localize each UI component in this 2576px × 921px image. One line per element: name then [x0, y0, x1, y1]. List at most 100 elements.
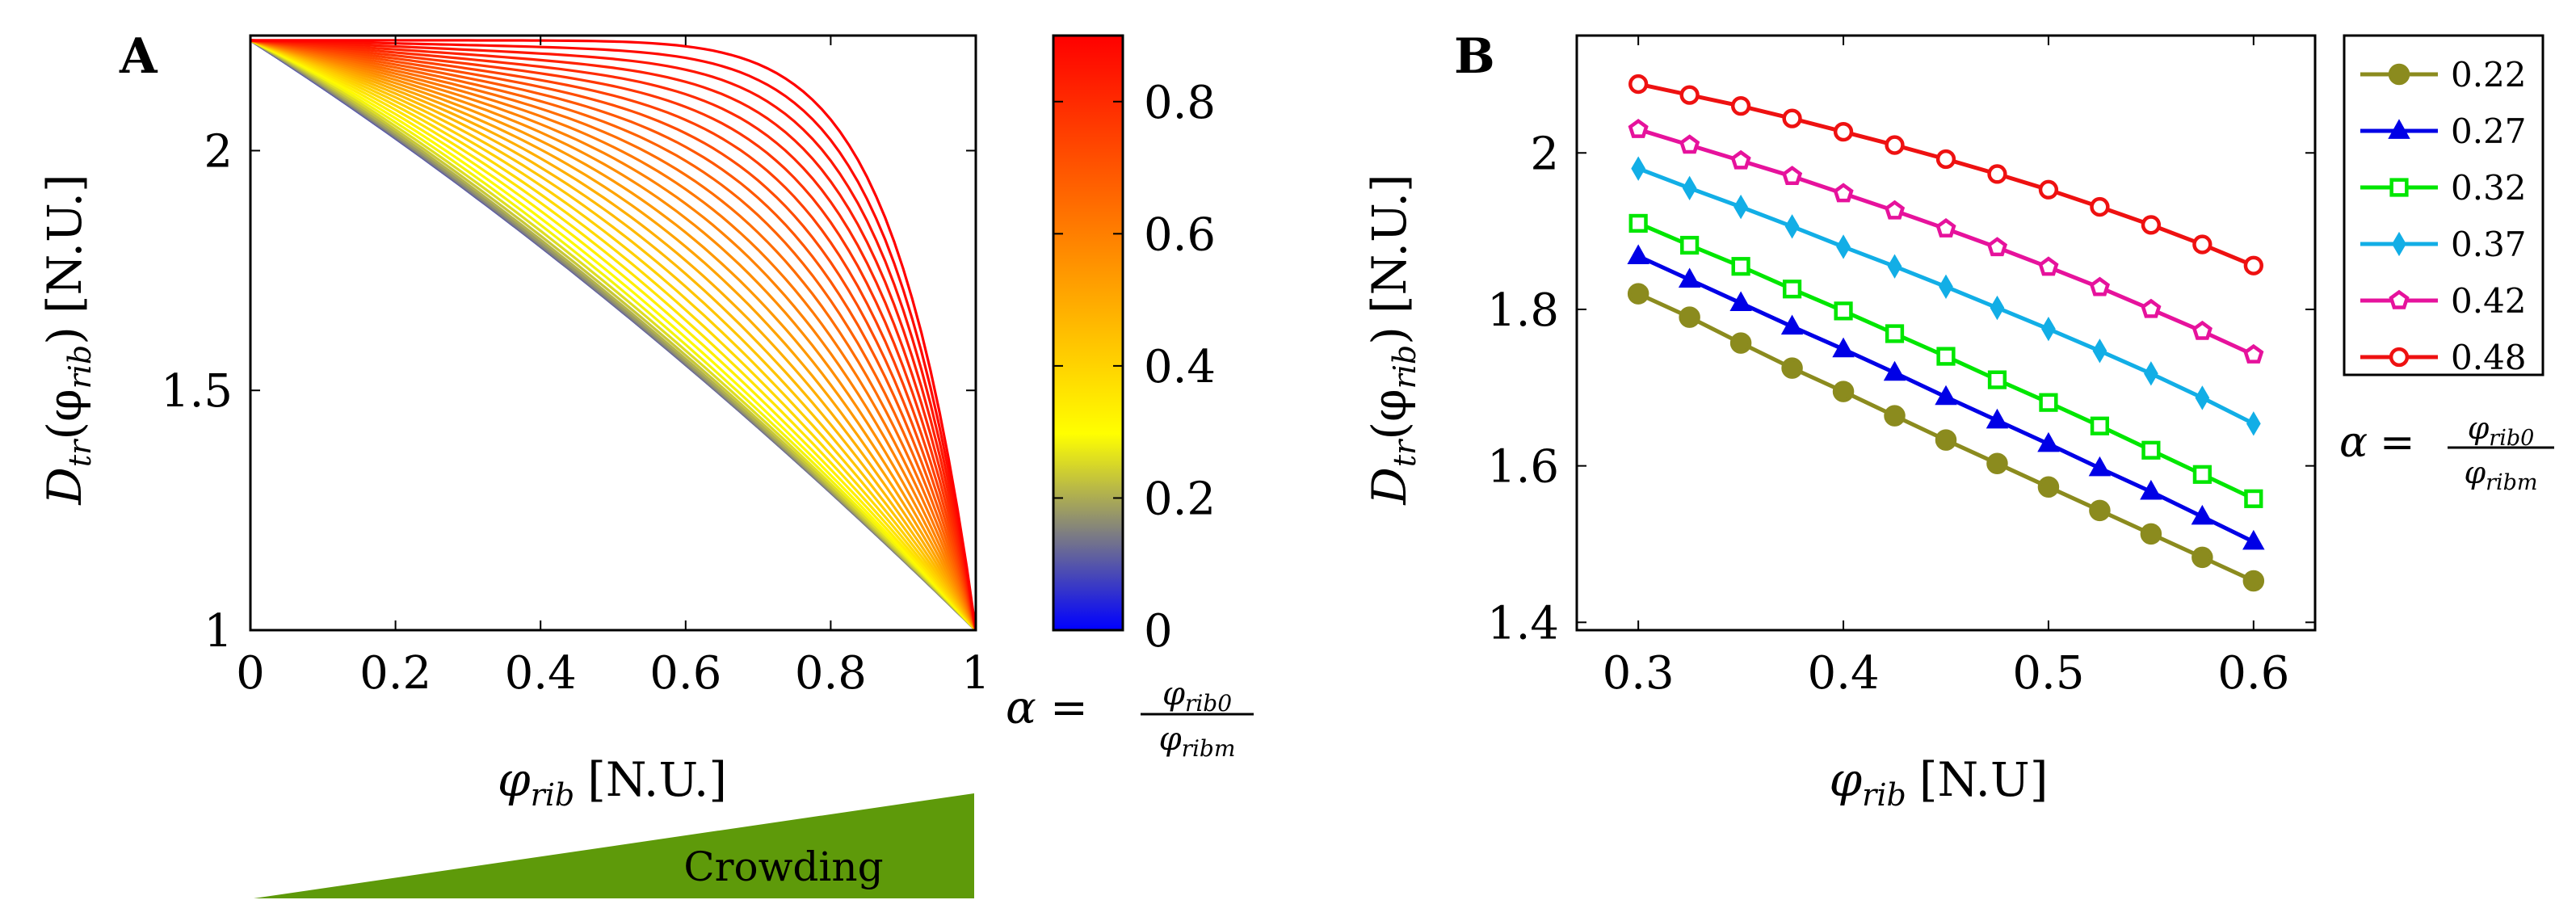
- panel-a-curve: [250, 39, 977, 632]
- colorbar-label-numerator: φrib0: [1162, 675, 1232, 717]
- panel-a-curve: [250, 39, 977, 632]
- legend-item: 0.48: [2360, 338, 2527, 377]
- data-point: [1935, 217, 1956, 238]
- legend-label: 0.27: [2451, 111, 2527, 151]
- colorbar-tick-label: 0.8: [1144, 77, 1216, 129]
- colorbar-tick-label: 0.4: [1144, 341, 1216, 393]
- data-point: [1986, 408, 2009, 429]
- data-point: [1834, 301, 1853, 321]
- data-point: [1833, 121, 1854, 142]
- panel-b-y-tick-label: 1.4: [1487, 597, 1559, 650]
- data-point: [1833, 183, 1854, 203]
- legend-marker: [2389, 289, 2410, 309]
- data-point: [2141, 440, 2161, 460]
- panel-b-plot-frame: [1575, 34, 2317, 632]
- series-line: [1637, 82, 2255, 268]
- data-point: [1730, 149, 1751, 170]
- data-point: [2140, 523, 2162, 545]
- crowding-indicator: Crowding: [254, 793, 974, 898]
- data-point: [1627, 244, 1649, 264]
- panel-b-x-tick-label: 0.3: [1603, 647, 1675, 700]
- data-point: [2140, 479, 2162, 500]
- panel-a-curve: [250, 39, 977, 632]
- panel-b-alpha-caption: α = φrib0 φribm: [2339, 410, 2554, 495]
- data-point: [1679, 85, 1700, 105]
- data-point: [2144, 361, 2158, 386]
- legend-item: 0.37: [2360, 225, 2527, 264]
- panel-a-curve: [250, 39, 977, 632]
- panel-a-curve: [250, 39, 977, 632]
- panel-a-curve: [250, 39, 977, 631]
- panel-a: A 0 0.2 0.4 0.6 0.8 1 1 1.5 2 Dtr(φrib)[N.U.] φr…: [37, 28, 1254, 898]
- legend-label: 0.37: [2451, 225, 2527, 264]
- alpha-caption-lhs: α: [2339, 418, 2368, 467]
- panel-a-y-tick-label: 2: [204, 125, 233, 178]
- panel-b-x-axis-label: φrib [N.U]: [1830, 752, 2049, 813]
- crowding-label: Crowding: [683, 843, 883, 890]
- data-point: [1832, 381, 1855, 402]
- data-point: [1627, 283, 1649, 305]
- data-point: [1936, 347, 1956, 366]
- legend-item: 0.27: [2360, 111, 2527, 151]
- panel-a-curve: [250, 39, 977, 631]
- colorbar-label: α = φrib0 φribm: [1006, 675, 1254, 762]
- panel-a-curve: [250, 39, 977, 632]
- legend-label: 0.42: [2451, 281, 2527, 321]
- panel-a-curve: [250, 39, 977, 632]
- data-point: [2192, 465, 2212, 484]
- panel-a-curve: [250, 39, 977, 631]
- legend-item: 0.32: [2360, 168, 2527, 208]
- data-point: [2242, 529, 2265, 550]
- panel-a-curve: [250, 39, 977, 631]
- data-point: [1682, 175, 1697, 201]
- panel-a-y-tick-label: 1.5: [161, 365, 233, 418]
- data-point: [2246, 411, 2261, 436]
- data-point: [1883, 360, 1906, 381]
- data-point: [2089, 276, 2111, 296]
- data-point: [1679, 306, 1700, 328]
- panel-a-x-axis-label: φrib [N.U.]: [498, 752, 727, 813]
- panel-a-curve: [250, 39, 977, 632]
- data-point: [2037, 476, 2060, 498]
- data-point: [1986, 452, 2008, 474]
- legend-item: 0.22: [2360, 55, 2527, 95]
- colorbar-ticks: 0 0.2 0.4 0.6 0.8: [1053, 77, 1216, 658]
- legend-marker: [2389, 178, 2409, 197]
- panel-b-ticks: 0.3 0.4 0.5 0.6 1.4 1.6 1.8 2: [1487, 36, 2315, 700]
- panel-b-series: [1627, 74, 2265, 592]
- data-point: [1678, 267, 1701, 288]
- panel-a-curve: [250, 39, 977, 631]
- data-point: [1887, 254, 1902, 279]
- panel-a-curve: [250, 39, 977, 631]
- colorbar-gradient: [1052, 34, 1124, 632]
- colorbar-label-denominator: φribm: [1159, 721, 1236, 762]
- panel-a-x-tick-label: 0.8: [795, 647, 867, 700]
- panel-a-curve: [250, 39, 977, 632]
- colorbar-tick-label: 0.2: [1144, 473, 1216, 525]
- data-point: [2092, 339, 2107, 364]
- data-point: [1731, 257, 1750, 276]
- legend-label: 0.48: [2451, 338, 2527, 377]
- panel-a-ticks: 0 0.2 0.4 0.6 0.8 1 1 1.5 2: [161, 36, 990, 700]
- data-point: [1884, 405, 1906, 427]
- data-point: [2244, 489, 2263, 508]
- panel-a-x-tick-label: 0.2: [359, 647, 431, 700]
- panel-b-label: B: [1454, 28, 1495, 85]
- legend-marker: [2388, 63, 2410, 86]
- data-point: [2090, 416, 2110, 435]
- series-0.22: [1627, 283, 2265, 592]
- legend-marker: [2392, 231, 2406, 257]
- panel-b: B 0.3 0.4 0.5 0.6 1.4 1.6 1.8 2 Dtr(φrib)[N.U.]…: [1362, 28, 2554, 813]
- panel-a-curve: [250, 39, 977, 631]
- data-point: [2038, 256, 2059, 276]
- alpha-caption-denominator: φribm: [2464, 455, 2537, 495]
- panel-a-curve: [250, 39, 977, 632]
- panel-b-y-tick-label: 1.6: [1487, 441, 1559, 494]
- data-point: [1832, 337, 1855, 358]
- data-point: [2191, 320, 2213, 340]
- panel-a-curve: [250, 39, 977, 631]
- legend-items: 0.22 0.27 0.32 0.37 0.42 0.48: [2360, 55, 2527, 377]
- panel-a-curve: [250, 39, 977, 631]
- panel-a-x-tick-label: 1: [961, 647, 990, 700]
